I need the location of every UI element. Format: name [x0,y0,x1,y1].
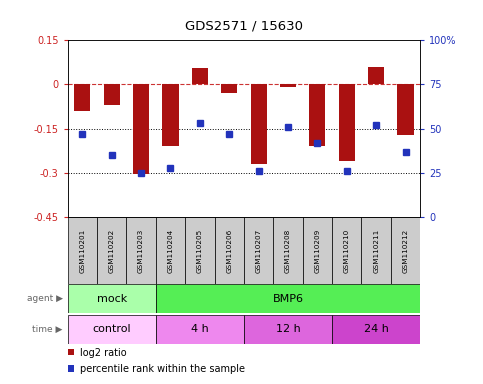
Bar [127,217,156,284]
Text: GSM110211: GSM110211 [373,228,379,273]
Text: 24 h: 24 h [364,324,389,334]
Bar [303,217,332,284]
Text: GSM110202: GSM110202 [109,228,114,273]
Bar [221,84,237,93]
Text: GSM110212: GSM110212 [402,228,409,273]
Text: mock: mock [97,293,127,304]
Bar [214,217,244,284]
Text: GSM110203: GSM110203 [138,228,144,273]
Bar [192,68,208,84]
Bar [68,315,156,344]
Bar [251,84,267,164]
Text: BMP6: BMP6 [272,293,303,304]
Bar [361,217,391,284]
Text: GSM110206: GSM110206 [226,228,232,273]
Bar [339,84,355,161]
Text: GSM110201: GSM110201 [79,228,85,273]
Text: agent ▶: agent ▶ [27,294,63,303]
Bar [74,84,90,111]
Bar [273,217,303,284]
Bar [309,84,326,146]
Bar [398,84,413,134]
Text: GSM110208: GSM110208 [285,228,291,273]
Bar [244,315,332,344]
Bar [244,217,273,284]
Text: log2 ratio: log2 ratio [80,348,127,358]
Bar [162,84,179,146]
Text: GSM110204: GSM110204 [168,228,173,273]
Bar [133,84,149,174]
Text: GSM110205: GSM110205 [197,228,203,273]
Text: GDS2571 / 15630: GDS2571 / 15630 [185,20,303,33]
Bar [97,217,127,284]
Bar [104,84,120,105]
Bar [68,284,156,313]
Text: GSM110210: GSM110210 [344,228,350,273]
Text: 4 h: 4 h [191,324,209,334]
Text: GSM110207: GSM110207 [256,228,262,273]
Bar [332,217,361,284]
Text: 12 h: 12 h [276,324,300,334]
Bar [280,84,296,88]
Bar [156,284,420,313]
Text: control: control [92,324,131,334]
Text: GSM110209: GSM110209 [314,228,320,273]
Bar [68,365,74,372]
Bar [368,67,384,84]
Bar [332,315,420,344]
Text: time ▶: time ▶ [32,325,63,334]
Bar [68,349,74,355]
Bar [185,217,214,284]
Bar [156,217,185,284]
Text: percentile rank within the sample: percentile rank within the sample [80,364,245,374]
Bar [68,217,97,284]
Bar [391,217,420,284]
Bar [156,315,244,344]
